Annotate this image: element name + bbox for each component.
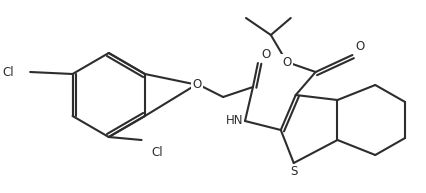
Text: Cl: Cl — [3, 65, 14, 79]
Text: HN: HN — [225, 114, 243, 128]
Text: O: O — [355, 40, 365, 53]
Text: O: O — [261, 48, 270, 61]
Text: O: O — [282, 56, 291, 69]
Text: S: S — [290, 165, 297, 178]
Text: Cl: Cl — [152, 146, 163, 158]
Text: O: O — [193, 78, 202, 91]
